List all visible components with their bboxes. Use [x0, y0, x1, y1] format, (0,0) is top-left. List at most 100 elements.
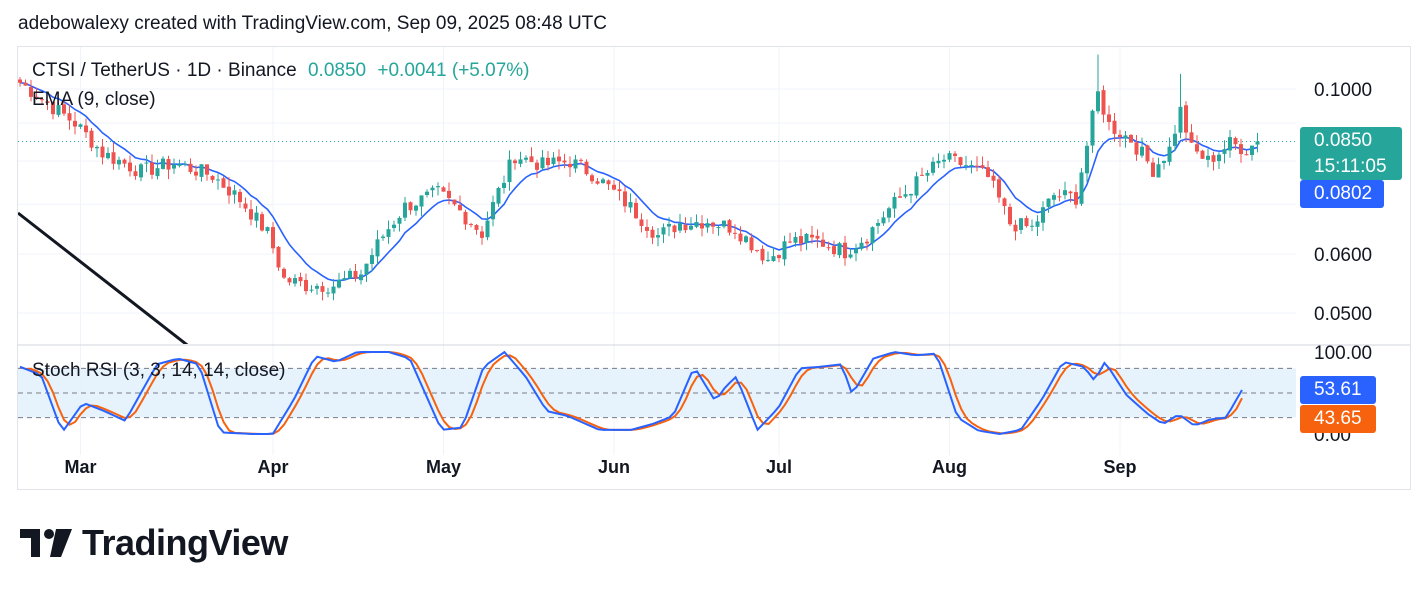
candle	[1206, 148, 1210, 168]
candle-body	[799, 236, 803, 244]
candle	[271, 221, 275, 254]
candle	[1057, 189, 1062, 202]
candle-body	[1233, 138, 1238, 145]
candle	[298, 272, 303, 287]
candle	[535, 159, 539, 178]
candle-body	[870, 227, 875, 244]
candle-body	[881, 217, 886, 224]
candle	[540, 150, 545, 171]
candle	[67, 104, 72, 130]
candle-body	[1002, 198, 1007, 206]
candle-body	[485, 220, 490, 238]
candle	[326, 287, 330, 298]
chart-frame[interactable]	[17, 46, 1411, 490]
candle	[386, 220, 391, 244]
countdown-badge-value: 15:11:05	[1314, 156, 1387, 177]
candle-body	[1074, 192, 1078, 205]
candle	[953, 151, 957, 163]
candle	[782, 235, 787, 266]
candle	[1019, 218, 1023, 235]
candle-body	[1030, 225, 1034, 227]
candle	[364, 263, 369, 283]
candle	[876, 219, 880, 234]
candle	[1178, 73, 1183, 139]
symbol-name: CTSI / TetherUS · 1D · Binance	[32, 60, 297, 81]
candle-body	[672, 225, 677, 233]
candle	[925, 170, 930, 182]
candle	[359, 269, 363, 285]
candle-body	[909, 193, 913, 196]
candle-body	[546, 157, 550, 166]
candle	[1085, 141, 1089, 182]
candle	[1250, 145, 1254, 161]
candle-body	[386, 229, 391, 237]
candle	[375, 230, 380, 265]
candle-body	[463, 211, 468, 225]
candle	[430, 185, 435, 198]
candle-body	[51, 101, 55, 115]
candle	[1118, 129, 1122, 147]
candle-body	[45, 101, 50, 103]
candle	[606, 179, 611, 190]
candle-body	[617, 189, 622, 192]
candle-body	[1151, 162, 1155, 177]
candle-body	[788, 241, 792, 243]
candle	[51, 101, 55, 120]
candle-body	[606, 180, 611, 185]
candle	[128, 155, 132, 177]
candle-body	[62, 104, 66, 114]
candle	[766, 251, 770, 263]
candle-body	[953, 153, 957, 156]
candle-body	[980, 165, 985, 168]
candle-body	[188, 163, 193, 172]
candle-body	[1013, 224, 1018, 232]
candle	[150, 154, 154, 180]
candle-body	[991, 175, 996, 181]
symbol-legend[interactable]: CTSI / TetherUS · 1D · Binance 0.0850 +0…	[32, 60, 530, 82]
candle	[601, 177, 605, 184]
candle	[656, 227, 660, 247]
candle	[221, 176, 226, 188]
candle	[705, 218, 710, 233]
candle	[584, 159, 589, 176]
candle-body	[210, 175, 215, 180]
candle-body	[997, 179, 1001, 198]
candle-body	[887, 208, 891, 218]
candle-body	[194, 171, 198, 176]
candle-body	[766, 259, 770, 261]
candle-body	[287, 278, 292, 283]
tradingview-logo[interactable]: TradingView	[20, 522, 288, 564]
candle-body	[848, 254, 853, 258]
candle	[760, 245, 765, 265]
candle-body	[1250, 145, 1254, 155]
candle	[144, 155, 149, 173]
candle-body	[1118, 134, 1122, 138]
candle	[1068, 190, 1073, 203]
candle	[1211, 151, 1216, 171]
candle-body	[628, 202, 633, 208]
candle-body	[612, 184, 616, 190]
candle	[931, 157, 935, 176]
candle	[309, 285, 314, 293]
ema-legend[interactable]: EMA (9, close)	[32, 89, 156, 110]
candle	[1101, 85, 1106, 123]
candle	[1145, 144, 1150, 164]
candle	[227, 177, 231, 204]
candle-body	[573, 159, 578, 169]
stoch-rsi-legend[interactable]: Stoch RSI (3, 3, 14, 14, close)	[32, 360, 286, 381]
candle	[56, 101, 61, 118]
candle-body	[425, 191, 429, 196]
candle-body	[1090, 110, 1095, 146]
candle-body	[1211, 155, 1216, 162]
candle-body	[447, 190, 451, 198]
last-price: 0.0850	[307, 60, 367, 81]
candle-body	[689, 225, 693, 230]
y-tick-label: 0.0600	[1314, 245, 1372, 266]
candle	[491, 195, 495, 227]
candle-body	[29, 87, 33, 97]
candle	[639, 213, 644, 233]
x-tick-label: Mar	[64, 457, 96, 477]
candle	[1030, 219, 1034, 232]
candle-body	[1145, 145, 1150, 162]
